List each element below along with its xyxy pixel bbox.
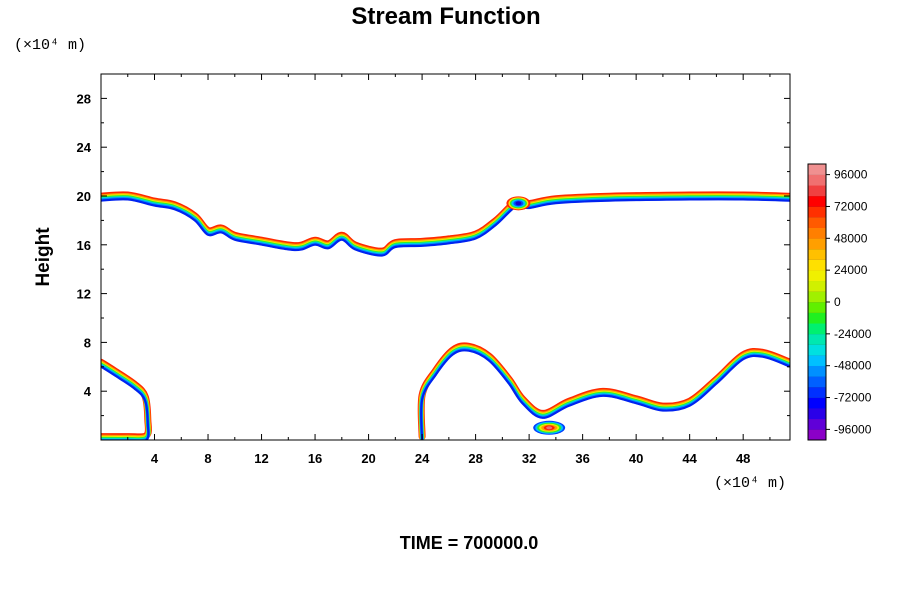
chart-title: Stream Function [351,3,540,30]
colorbar: 96000 72000 48000 24000 0 -24000 -48000 -72000 -… [807,163,872,441]
colorbar-segment [808,164,826,175]
colorbar-segment [808,312,826,324]
colorbar-segment [808,397,826,409]
colorbar-segment [808,408,826,420]
colorbar-label: 0 [834,295,841,309]
plot-frame [100,73,791,441]
x-tick-label: 4 [151,451,159,466]
colorbar-label: 24000 [834,263,868,277]
x-tick-label: 32 [522,451,536,466]
x-tick-label: 24 [415,451,430,466]
contour-line [101,365,150,440]
colorbar-segment [808,302,826,313]
colorbar-segment [808,217,826,228]
vortex-negative-eddy [506,196,531,211]
colorbar-label: -72000 [834,391,872,405]
colorbar-segment [808,355,826,366]
colorbar-segment [808,333,826,345]
colorbar-segment [808,238,826,250]
colorbar-segment [808,206,826,218]
y-tick-label: 12 [77,287,91,302]
colorbar-segment [808,227,826,239]
colorbar-label: -96000 [834,422,872,436]
contour-band-upper-interface [101,191,790,257]
colorbar-label: -24000 [834,327,872,341]
vortex-positive-cell [533,420,566,435]
y-axis-label: Height [33,227,54,287]
colorbar-segment [808,280,826,292]
y-ticks: 4 8 12 16 20 24 28 [77,91,790,417]
x-tick-label: 48 [736,451,750,466]
colorbar-segment [808,259,826,271]
colorbar-segment [808,174,826,186]
y-tick-label: 4 [84,384,92,399]
colorbar-label: -48000 [834,359,872,373]
x-tick-label: 36 [575,451,589,466]
colorbar-segment [808,291,826,303]
vortex-ring [515,201,522,206]
x-tick-label: 40 [629,451,643,466]
colorbar-segment [808,185,826,197]
y-tick-label: 28 [77,91,91,106]
y-axis-unit: (×10⁴ m) [14,37,86,54]
y-tick-label: 24 [77,140,92,155]
colorbar-label: 96000 [834,168,868,182]
colorbar-segment [808,248,826,260]
contour-line [420,349,790,440]
y-tick-label: 20 [77,189,91,204]
contour-band-right-hills [417,342,790,440]
colorbar-segment [808,429,826,441]
colorbar-label: 72000 [834,199,868,213]
colorbar-segment [808,270,826,282]
contour-line [101,198,790,257]
plot-content [101,191,790,440]
time-label: TIME = 700000.0 [400,533,539,553]
x-ticks: 4 8 12 16 20 24 28 32 36 40 44 48 [127,74,771,466]
x-tick-label: 44 [682,451,697,466]
colorbar-segment [808,376,826,388]
x-tick-label: 8 [204,451,211,466]
vortex-ring [546,426,553,430]
colorbar-segment [808,195,826,207]
x-tick-label: 28 [468,451,482,466]
contour-line [101,358,152,440]
colorbar-segment [808,365,826,377]
colorbar-segment [808,418,826,430]
x-tick-label: 16 [308,451,322,466]
colorbar-segment [808,323,826,335]
y-tick-label: 16 [77,238,91,253]
y-tick-label: 8 [84,335,91,350]
x-tick-label: 20 [361,451,375,466]
colorbar-label: 48000 [834,231,868,245]
x-tick-label: 12 [254,451,268,466]
colorbar-segment [808,344,826,356]
colorbar-segment [808,386,826,398]
x-axis-unit: (×10⁴ m) [714,475,786,492]
contour-band-left-hill [101,358,152,440]
